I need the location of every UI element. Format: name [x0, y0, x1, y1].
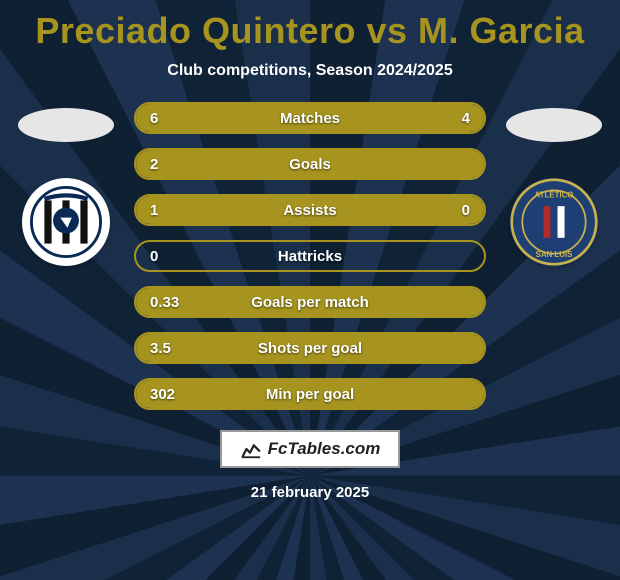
brand-badge: FcTables.com	[220, 430, 401, 468]
stat-row: 0Hattricks	[134, 240, 486, 272]
left-club-crest	[22, 178, 110, 266]
date-label: 21 february 2025	[251, 484, 369, 501]
stat-label: Goals	[136, 156, 484, 173]
right-ellipse-marker	[506, 108, 602, 142]
left-player-column	[16, 108, 116, 266]
stat-label: Hattricks	[136, 248, 484, 265]
stat-label: Min per goal	[136, 386, 484, 403]
right-player-column: ATLETICO SAN LUIS	[504, 108, 604, 266]
right-club-crest: ATLETICO SAN LUIS	[510, 178, 598, 266]
brand-text: FcTables.com	[268, 439, 381, 459]
stat-row: 3.5Shots per goal	[134, 332, 486, 364]
stat-row: 6Matches4	[134, 102, 486, 134]
stat-row: 0.33Goals per match	[134, 286, 486, 318]
stat-label: Goals per match	[136, 294, 484, 311]
comparison-main: 6Matches42Goals1Assists00Hattricks0.33Go…	[0, 102, 620, 410]
queretaro-crest-icon	[30, 186, 102, 258]
stat-label: Matches	[136, 110, 484, 127]
stat-bars: 6Matches42Goals1Assists00Hattricks0.33Go…	[134, 102, 486, 410]
stat-row: 2Goals	[134, 148, 486, 180]
svg-text:ATLETICO: ATLETICO	[535, 190, 574, 199]
page-title: Preciado Quintero vs M. Garcia	[35, 10, 584, 52]
atletico-sanluis-crest-icon: ATLETICO SAN LUIS	[510, 178, 598, 266]
stat-row: 1Assists0	[134, 194, 486, 226]
stat-label: Shots per goal	[136, 340, 484, 357]
svg-text:SAN LUIS: SAN LUIS	[536, 250, 573, 259]
page-subtitle: Club competitions, Season 2024/2025	[167, 62, 452, 80]
left-ellipse-marker	[18, 108, 114, 142]
fctables-logo-icon	[240, 438, 262, 460]
content-root: Preciado Quintero vs M. Garcia Club comp…	[0, 0, 620, 580]
stat-label: Assists	[136, 202, 484, 219]
stat-right-value: 0	[462, 202, 470, 219]
stat-row: 302Min per goal	[134, 378, 486, 410]
stat-right-value: 4	[462, 110, 470, 127]
